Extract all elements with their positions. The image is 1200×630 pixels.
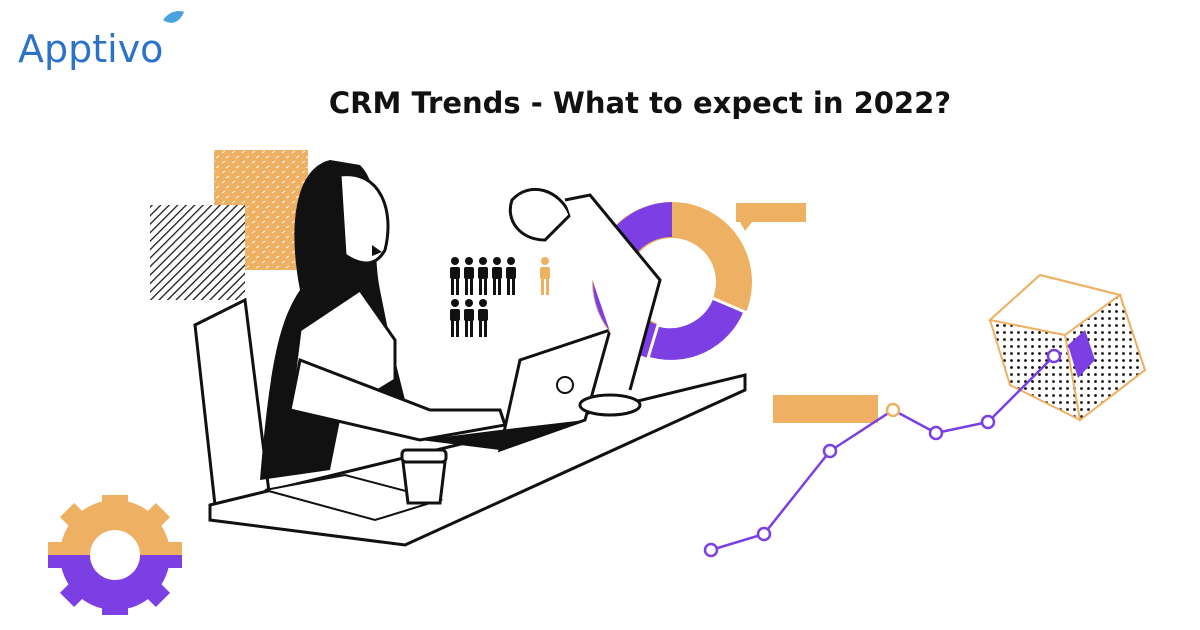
cup-lid xyxy=(400,448,448,464)
title: CRM Trends - What to expect in 2022? xyxy=(329,86,951,120)
laptop-logo xyxy=(556,376,574,394)
people-highlight xyxy=(540,257,550,295)
logo-leaf xyxy=(163,10,184,23)
line-graphic xyxy=(703,348,1062,558)
hatched-square xyxy=(150,205,245,300)
logo-text: Apptivo xyxy=(18,27,163,71)
woman xyxy=(260,160,507,480)
logo: Apptivo xyxy=(18,10,184,71)
cube xyxy=(987,273,1147,422)
gear xyxy=(48,495,182,615)
laptop-base xyxy=(420,420,585,450)
chair xyxy=(193,297,272,507)
lamp xyxy=(508,187,662,417)
cup xyxy=(401,460,447,505)
people-icons xyxy=(450,257,516,337)
